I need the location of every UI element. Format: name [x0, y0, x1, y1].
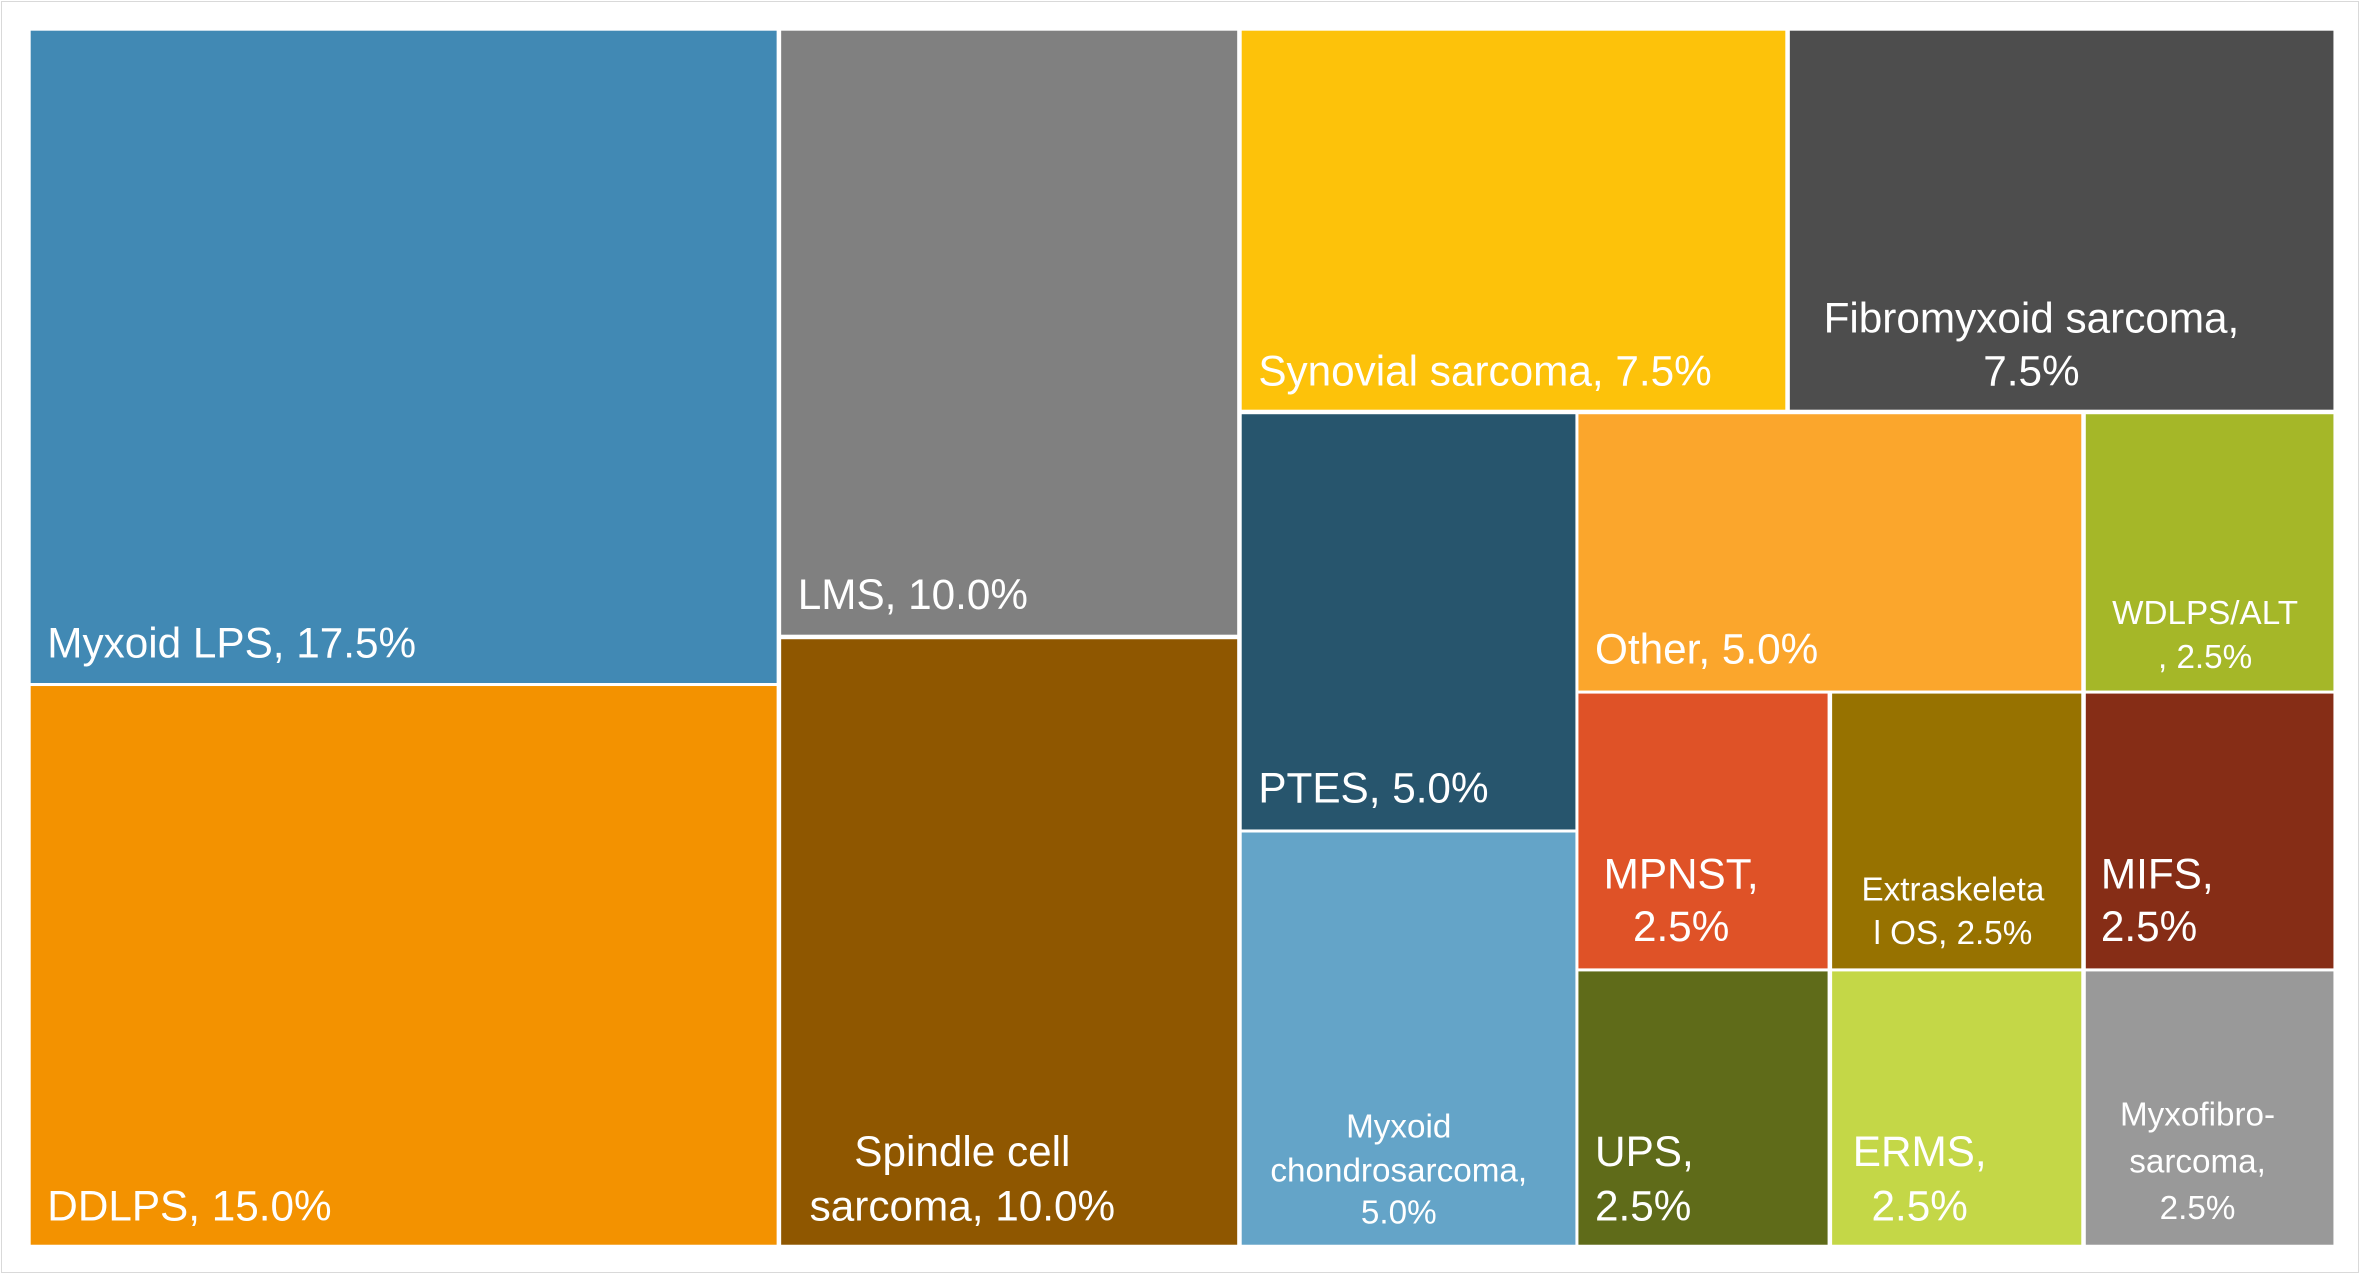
treemap-label-ups: UPS, 2.5% [1595, 1128, 1694, 1229]
treemap-rect-mpnst [1578, 693, 1828, 969]
treemap-rect-extraskeletal-os [1832, 693, 2082, 969]
treemap-tile-fibromyxoid-sarcoma: Fibromyxoid sarcoma, 7.5% [1789, 30, 2334, 410]
treemap-rect-myxoid-chondrosarcoma [1241, 832, 1576, 1245]
treemap-label-spindle-cell-sarcoma: Spindle cell sarcoma, 10.0% [810, 1128, 1115, 1229]
treemap-tile-synovial-sarcoma: Synovial sarcoma, 7.5% [1241, 30, 1786, 410]
treemap-rect-erms [1832, 971, 2082, 1245]
treemap-tile-other: Other, 5.0% [1578, 414, 2082, 691]
treemap-tile-ddlps: DDLPS, 15.0% [30, 686, 777, 1245]
treemap-rect-myxofibrosarcoma [2085, 971, 2334, 1245]
treemap-label-wdlps-alt: WDLPS/ALT, 2.5% [2112, 595, 2298, 676]
treemap-label-synovial-sarcoma: Synovial sarcoma, 7.5% [1258, 348, 1711, 395]
treemap-rect-wdlps-alt [2085, 414, 2334, 691]
treemap-tile-lms: LMS, 10.0% [781, 30, 1238, 635]
treemap-tile-erms: ERMS, 2.5% [1832, 971, 2082, 1245]
treemap-tile-spindle-cell-sarcoma: Spindle cell sarcoma, 10.0% [781, 639, 1238, 1245]
treemap-label-ptes: PTES, 5.0% [1258, 764, 1488, 811]
treemap-tile-myxofibrosarcoma: Myxofibro-sarcoma, 2.5% [2085, 971, 2334, 1245]
treemap-rect-ddlps [30, 686, 777, 1245]
treemap-tile-mpnst: MPNST, 2.5% [1578, 693, 1828, 969]
treemap-tile-myxoid-lps: Myxoid LPS, 17.5% [30, 30, 777, 684]
treemap-rect-lms [781, 30, 1238, 635]
treemap-rect-ups [1578, 971, 1828, 1245]
treemap-label-lms: LMS, 10.0% [798, 571, 1028, 618]
treemap-rect-ptes [1241, 414, 1576, 830]
treemap-rect-spindle-cell-sarcoma [781, 639, 1238, 1245]
treemap-rect-other [1578, 414, 2082, 691]
treemap-rect-mifs [2085, 693, 2334, 969]
treemap-tile-mifs: MIFS, 2.5% [2085, 693, 2334, 969]
treemap-tile-extraskeletal-os: Extraskeleta l OS, 2.5% [1832, 693, 2082, 969]
treemap-rect-fibromyxoid-sarcoma [1789, 30, 2334, 410]
treemap-label-ddlps: DDLPS, 15.0% [47, 1183, 331, 1230]
treemap-tile-ptes: PTES, 5.0% [1241, 414, 1576, 830]
treemap-label-fibromyxoid-sarcoma: Fibromyxoid sarcoma, 7.5% [1824, 295, 2240, 395]
treemap-tile-ups: UPS, 2.5% [1578, 971, 1828, 1245]
treemap-tile-wdlps-alt: WDLPS/ALT, 2.5% [2085, 414, 2334, 691]
treemap-label-myxofibrosarcoma: Myxofibro-sarcoma, 2.5% [2120, 1096, 2275, 1227]
treemap-rect-synovial-sarcoma [1241, 30, 1786, 410]
treemap-tile-myxoid-chondrosarcoma: Myxoid chondrosarcoma, 5.0% [1241, 832, 1576, 1245]
treemap-label-mpnst: MPNST, 2.5% [1604, 850, 1759, 950]
treemap-label-other: Other, 5.0% [1595, 625, 1818, 672]
treemap-label-myxoid-chondrosarcoma: Myxoid chondrosarcoma, 5.0% [1270, 1109, 1527, 1232]
treemap-label-mifs: MIFS, 2.5% [2101, 850, 2214, 950]
treemap-label-extraskeletal-os: Extraskeleta l OS, 2.5% [1862, 871, 2045, 952]
treemap-label-myxoid-lps: Myxoid LPS, 17.5% [47, 619, 416, 666]
treemap-rect-myxoid-lps [30, 30, 777, 684]
treemap-label-erms: ERMS, 2.5% [1853, 1128, 1987, 1229]
